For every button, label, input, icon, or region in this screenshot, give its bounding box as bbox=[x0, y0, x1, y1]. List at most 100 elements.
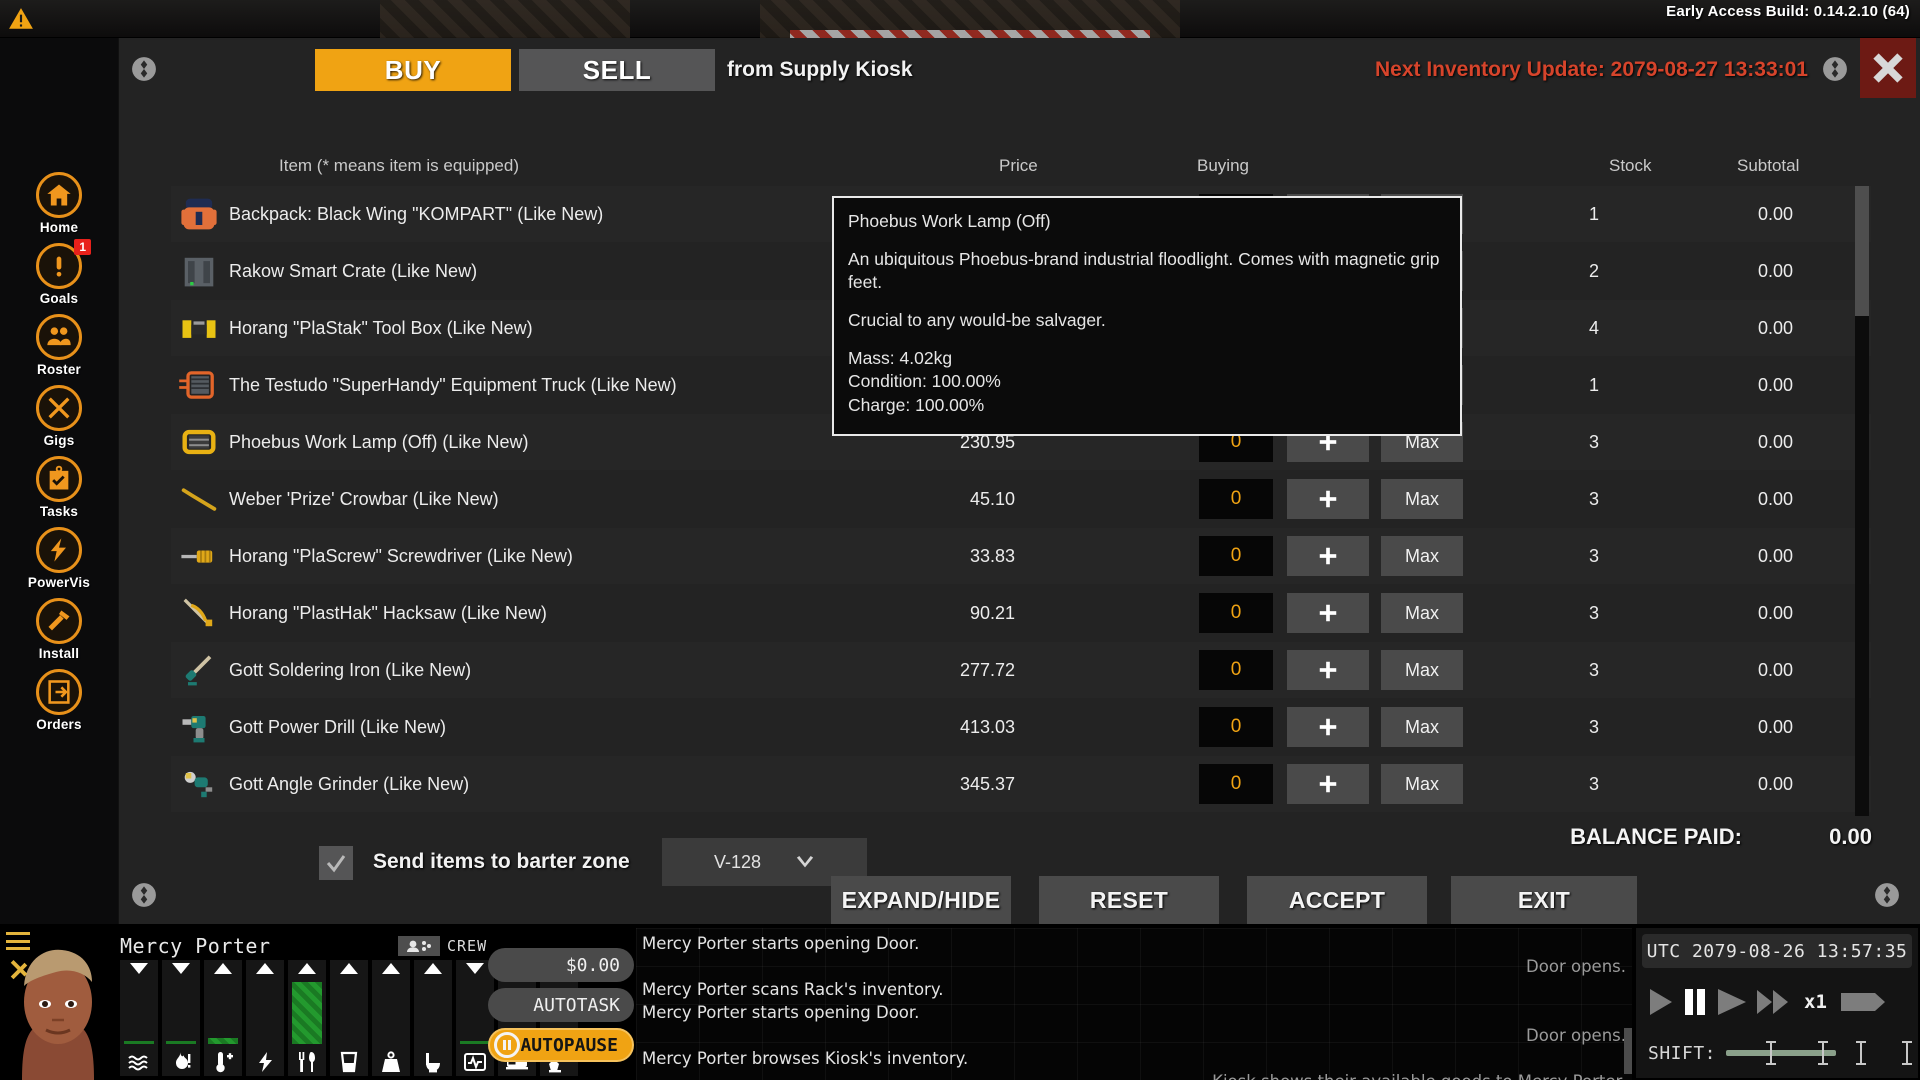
table-row[interactable]: Horang "PlastHak" Hacksaw (Like New) 90.2… bbox=[171, 585, 1871, 641]
sidebar-item-tasks[interactable]: Tasks bbox=[6, 456, 112, 519]
column-header-buying: Buying bbox=[1197, 156, 1249, 175]
speed-slider-handle[interactable] bbox=[1840, 989, 1885, 1015]
energy-need[interactable] bbox=[246, 960, 284, 1076]
hud-menu-button[interactable] bbox=[6, 932, 30, 950]
trend-arrow-icon bbox=[130, 963, 148, 974]
buying-quantity-input[interactable]: 0 bbox=[1199, 536, 1273, 576]
need-fill-bar bbox=[292, 982, 322, 1044]
log-entry: Kiosk shows their available goods to Mer… bbox=[636, 1070, 1632, 1080]
pause-button[interactable] bbox=[1682, 987, 1708, 1017]
sidebar-label-tasks: Tasks bbox=[39, 504, 79, 519]
fast-forward-button[interactable] bbox=[1756, 987, 1790, 1017]
max-button[interactable]: Max bbox=[1381, 536, 1463, 576]
max-button[interactable]: Max bbox=[1381, 593, 1463, 633]
max-button[interactable]: Max bbox=[1381, 479, 1463, 519]
item-name: Gott Angle Grinder (Like New) bbox=[229, 773, 470, 794]
sidebar-item-roster[interactable]: Roster bbox=[6, 314, 112, 377]
item-subtotal: 0.00 bbox=[1757, 659, 1793, 680]
settings-gear-icon-right[interactable] bbox=[1822, 56, 1848, 82]
autotask-button[interactable]: AUTOTASK bbox=[488, 988, 634, 1022]
autopause-button[interactable]: AUTOPAUSE bbox=[488, 1028, 634, 1062]
buying-quantity-input[interactable]: 0 bbox=[1199, 593, 1273, 633]
barter-zone-checkbox[interactable] bbox=[319, 846, 353, 880]
shift-marker-a[interactable] bbox=[1856, 1041, 1866, 1065]
money-display[interactable]: $0.00 bbox=[488, 948, 634, 982]
buying-quantity-input[interactable]: 0 bbox=[1199, 707, 1273, 747]
table-scrollbar-thumb[interactable] bbox=[1855, 186, 1869, 316]
temperature-need[interactable] bbox=[162, 960, 200, 1076]
reset-button[interactable]: RESET bbox=[1039, 876, 1219, 924]
item-stock: 3 bbox=[1588, 602, 1599, 623]
sidebar-item-home[interactable]: Home bbox=[6, 172, 112, 235]
sidebar-item-powervis[interactable]: PowerVis bbox=[6, 527, 112, 590]
increment-button[interactable] bbox=[1287, 707, 1369, 747]
item-price: 345.37 bbox=[959, 773, 1015, 794]
sidebar-item-install[interactable]: Install bbox=[6, 598, 112, 661]
table-scrollbar-track[interactable] bbox=[1855, 186, 1869, 816]
settings-gear-icon-left[interactable] bbox=[131, 56, 157, 82]
hunger-need[interactable] bbox=[288, 960, 326, 1076]
increment-button[interactable] bbox=[1287, 536, 1369, 576]
trend-arrow-icon bbox=[466, 963, 484, 974]
increment-button[interactable] bbox=[1287, 650, 1369, 690]
table-row[interactable]: Gott Soldering Iron (Like New) 277.72 0 Max… bbox=[171, 642, 1871, 698]
weight-need[interactable] bbox=[372, 960, 410, 1076]
tooltip-description-2: Crucial to any would-be salvager. bbox=[848, 309, 1106, 330]
accept-button[interactable]: ACCEPT bbox=[1247, 876, 1427, 924]
toilet-need[interactable] bbox=[414, 960, 452, 1076]
goals-badge-count: 1 bbox=[74, 239, 91, 255]
shift-handle-start[interactable] bbox=[1766, 1041, 1777, 1065]
buying-quantity-input[interactable]: 0 bbox=[1199, 650, 1273, 690]
item-subtotal: 0.00 bbox=[1757, 602, 1793, 623]
thirst-need[interactable] bbox=[330, 960, 368, 1076]
item-name: Horang "PlaStak" Tool Box (Like New) bbox=[229, 317, 533, 338]
exit-button[interactable]: EXIT bbox=[1451, 876, 1637, 924]
shift-handle-end[interactable] bbox=[1818, 1041, 1829, 1065]
shift-range-bar[interactable] bbox=[1726, 1041, 1836, 1065]
increment-button[interactable] bbox=[1287, 764, 1369, 804]
tab-sell[interactable]: SELL bbox=[519, 49, 715, 91]
item-tooltip: Phoebus Work Lamp (Off) An ubiquitous Ph… bbox=[832, 196, 1462, 436]
oxygen-need[interactable] bbox=[120, 960, 158, 1076]
tab-buy[interactable]: BUY bbox=[315, 49, 511, 91]
sidebar-item-gigs[interactable]: Gigs bbox=[6, 385, 112, 448]
tooltip-condition: Condition: 100.00% bbox=[848, 371, 1001, 392]
character-portrait[interactable] bbox=[0, 924, 116, 1080]
crew-button[interactable]: CREW bbox=[398, 936, 487, 956]
fast-button[interactable] bbox=[1716, 987, 1748, 1017]
people-icon bbox=[36, 314, 82, 360]
waves-icon bbox=[120, 1050, 158, 1074]
close-button[interactable] bbox=[1860, 38, 1916, 98]
table-row[interactable]: Weber 'Prize' Crowbar (Like New) 45.10 0 Ma… bbox=[171, 471, 1871, 527]
need-fill-bar bbox=[460, 1041, 490, 1044]
increment-button[interactable] bbox=[1287, 479, 1369, 519]
max-button[interactable]: Max bbox=[1381, 650, 1463, 690]
buying-quantity-input[interactable]: 0 bbox=[1199, 764, 1273, 804]
sidebar-item-orders[interactable]: Orders bbox=[6, 669, 112, 732]
health-need[interactable] bbox=[204, 960, 242, 1076]
item-stock: 3 bbox=[1588, 431, 1599, 452]
stress-need[interactable] bbox=[456, 960, 494, 1076]
max-button[interactable]: Max bbox=[1381, 764, 1463, 804]
item-subtotal: 0.00 bbox=[1757, 545, 1793, 566]
item-name: The Testudo "SuperHandy" Equipment Truck… bbox=[229, 374, 677, 395]
play-button[interactable] bbox=[1648, 987, 1674, 1017]
event-log-panel[interactable]: Mercy Porter starts opening Door. Door op… bbox=[636, 928, 1632, 1080]
expand-hide-button[interactable]: EXPAND/HIDE bbox=[831, 876, 1011, 924]
table-row[interactable]: Gott Angle Grinder (Like New) 345.37 0 Max 3… bbox=[171, 756, 1871, 812]
item-stock: 3 bbox=[1588, 716, 1599, 737]
max-button[interactable]: Max bbox=[1381, 707, 1463, 747]
table-row[interactable]: Horang "PlaScrew" Screwdriver (Like New)… bbox=[171, 528, 1871, 584]
item-price: 277.72 bbox=[959, 659, 1015, 680]
settings-gear-icon-bottom-left[interactable] bbox=[131, 882, 157, 908]
table-row[interactable]: Gott Power Drill (Like New) 413.03 0 Max 3 0.… bbox=[171, 699, 1871, 755]
settings-gear-icon-bottom-right[interactable] bbox=[1874, 882, 1900, 908]
log-scrollbar-thumb[interactable] bbox=[1624, 1028, 1632, 1074]
screwdriver-icon bbox=[177, 534, 221, 578]
shift-marker-b[interactable] bbox=[1902, 1041, 1912, 1065]
alert-indicator-icon bbox=[8, 6, 34, 32]
buying-quantity-input[interactable]: 0 bbox=[1199, 479, 1273, 519]
sidebar-item-goals[interactable]: 1 Goals bbox=[6, 239, 112, 306]
shift-schedule-row[interactable]: SHIFT: bbox=[1642, 1034, 1912, 1072]
increment-button[interactable] bbox=[1287, 593, 1369, 633]
